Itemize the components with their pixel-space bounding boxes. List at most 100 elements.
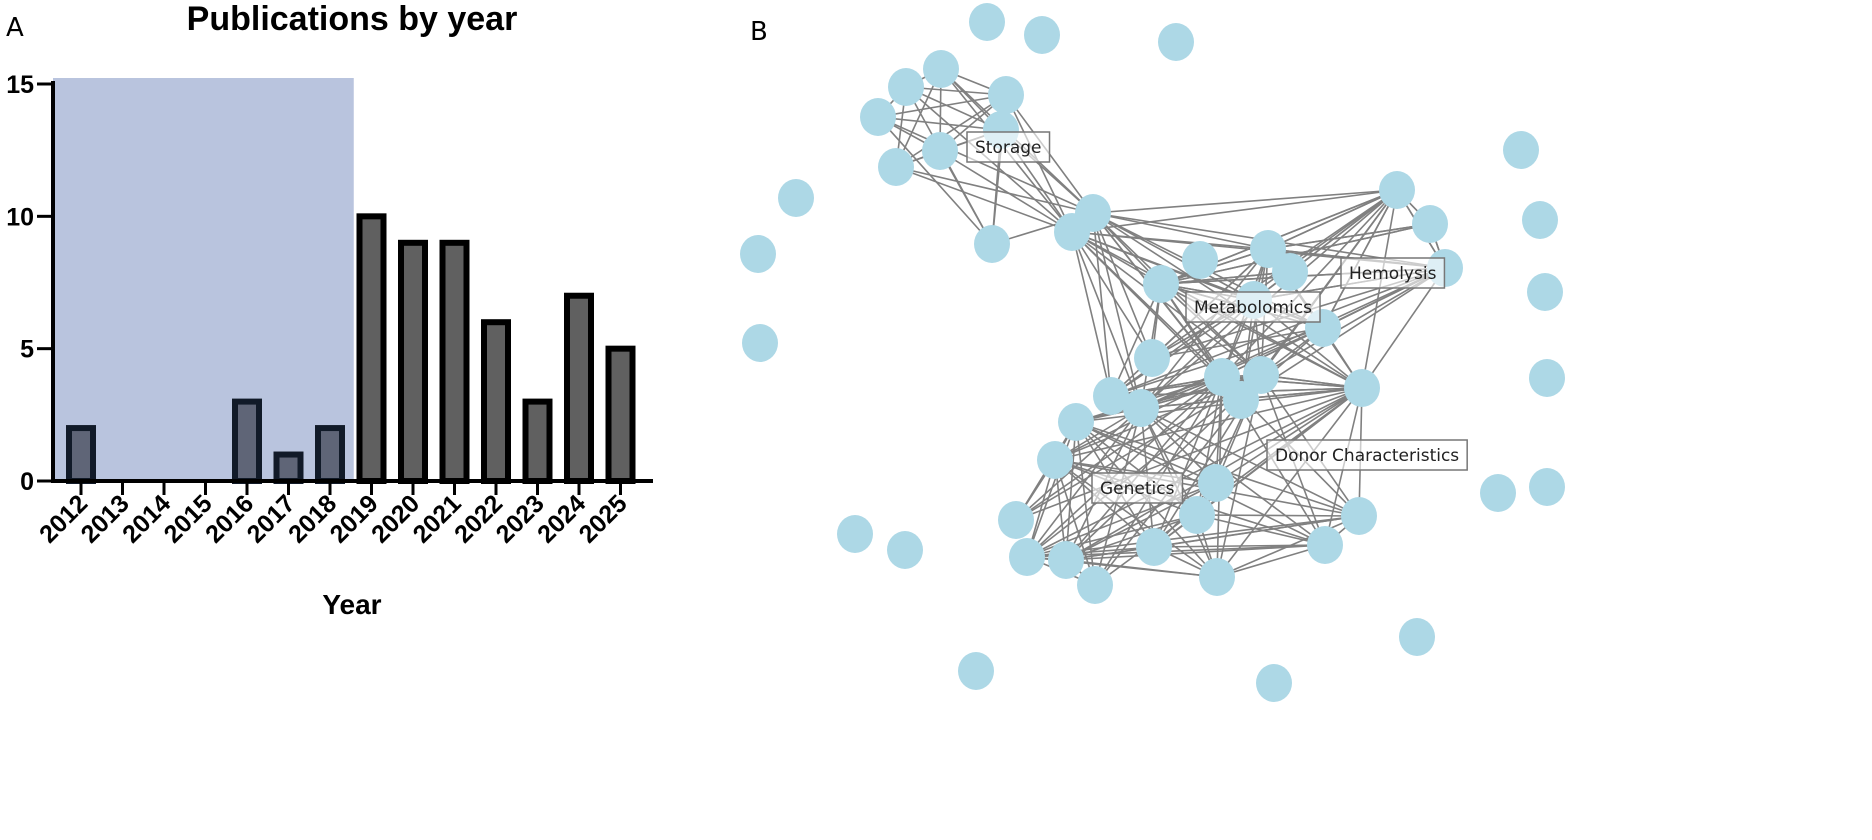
- network-node: [1054, 213, 1090, 251]
- network-edge: [1071, 231, 1112, 397]
- cluster-label-hemolysis: Hemolysis: [1340, 257, 1446, 289]
- panel-label-a: A: [6, 13, 24, 43]
- network-edge: [1092, 212, 1112, 397]
- isolated-node: [1527, 273, 1563, 311]
- network-node: [1058, 403, 1094, 441]
- bar-2021: [439, 239, 470, 484]
- network-node: [1134, 339, 1170, 377]
- network-edge: [1110, 267, 1446, 397]
- shaded-region: [53, 78, 354, 481]
- network-edge: [1065, 421, 1077, 561]
- network-node: [1250, 230, 1286, 268]
- network-edge: [1054, 387, 1363, 461]
- bar-2025: [605, 345, 636, 484]
- svg-text:Metabolomics: Metabolomics: [1194, 298, 1312, 318]
- svg-text:Storage: Storage: [975, 138, 1042, 158]
- isolated-node: [837, 515, 873, 553]
- network-edge: [1092, 212, 1142, 409]
- network-node: [1341, 497, 1377, 535]
- network-node: [1077, 566, 1113, 604]
- isolated-node: [1024, 16, 1060, 54]
- network-node: [1009, 538, 1045, 576]
- network-edge: [1065, 482, 1217, 561]
- network-edge: [895, 166, 1094, 214]
- bar-2012: [66, 425, 96, 485]
- bar-2023: [522, 398, 553, 485]
- y-tick-label: 15: [6, 71, 34, 99]
- chart-title: Publications by year: [187, 0, 518, 38]
- bar-chart-panel: A Publications by year 20122013201420152…: [6, 0, 653, 620]
- network-node: [1182, 241, 1218, 279]
- network-edge: [1267, 223, 1431, 250]
- isolated-node: [1522, 201, 1558, 239]
- bar-2020: [398, 239, 428, 484]
- bar-2022: [481, 319, 511, 485]
- isolated-node: [887, 531, 923, 569]
- network-node: [1048, 541, 1084, 579]
- network-edge: [1153, 515, 1360, 548]
- network-edge: [1216, 544, 1326, 578]
- network-node: [1344, 369, 1380, 407]
- network-edge: [939, 150, 1073, 233]
- isolated-node: [742, 324, 778, 362]
- network-edge: [1092, 212, 1255, 301]
- network-node: [1093, 377, 1129, 415]
- svg-text:Genetics: Genetics: [1100, 479, 1175, 499]
- bar-2017: [273, 451, 304, 484]
- isolated-node: [1529, 468, 1565, 506]
- network-edge: [1140, 407, 1326, 546]
- network-node: [860, 98, 896, 136]
- network-edge: [1054, 459, 1217, 484]
- bar-2016: [232, 398, 262, 485]
- isolated-node: [1256, 664, 1292, 702]
- isolated-node: [1399, 618, 1435, 656]
- network-edge: [1071, 231, 1153, 359]
- isolated-node: [1503, 131, 1539, 169]
- network-node: [998, 501, 1034, 539]
- network-node: [888, 68, 924, 106]
- network-edge: [1026, 407, 1142, 558]
- network-node: [1199, 558, 1235, 596]
- network-edge: [1267, 189, 1398, 250]
- isolated-node: [969, 3, 1005, 41]
- network-edge: [1026, 387, 1363, 558]
- network-edge: [1071, 231, 1262, 376]
- network-edge: [1216, 515, 1360, 578]
- network-edge: [877, 116, 1002, 131]
- network-edge: [1071, 231, 1142, 409]
- network-edge: [1054, 459, 1218, 578]
- network-edge: [1153, 544, 1326, 548]
- network-node: [1412, 205, 1448, 243]
- network-node: [923, 50, 959, 88]
- network-panel: B Storage Hemolysis Metabolomics Donor Char…: [740, 3, 1565, 702]
- network-node: [1136, 528, 1172, 566]
- network-edge: [1071, 189, 1398, 233]
- network-edge: [1361, 189, 1398, 389]
- network-node: [1243, 356, 1279, 394]
- cluster-label-genetics: Genetics: [1091, 472, 1184, 504]
- network-node: [922, 132, 958, 170]
- y-tick-label: 0: [20, 468, 34, 496]
- network-edge: [1092, 189, 1398, 214]
- x-tick-label: 2025: [574, 489, 633, 548]
- bar-2019: [356, 213, 387, 484]
- network-edge: [877, 116, 1094, 214]
- network-node: [988, 76, 1024, 114]
- y-tick-label: 5: [20, 336, 34, 364]
- network-node: [1198, 464, 1234, 502]
- y-tick-label: 10: [6, 203, 34, 231]
- network-node: [1223, 381, 1259, 419]
- x-axis-label: Year: [322, 589, 381, 620]
- cluster-label-donor-characteristics: Donor Characteristics: [1266, 439, 1468, 471]
- isolated-node: [778, 179, 814, 217]
- network-edge: [1065, 514, 1198, 561]
- cluster-label-storage: Storage: [966, 131, 1051, 163]
- network-edge: [1015, 387, 1363, 521]
- network-edge: [1221, 189, 1398, 378]
- network-edge: [895, 94, 1007, 168]
- network-edge: [1075, 387, 1363, 423]
- isolated-node: [1529, 359, 1565, 397]
- network-edge: [1092, 212, 1153, 359]
- network-edge: [877, 94, 1007, 118]
